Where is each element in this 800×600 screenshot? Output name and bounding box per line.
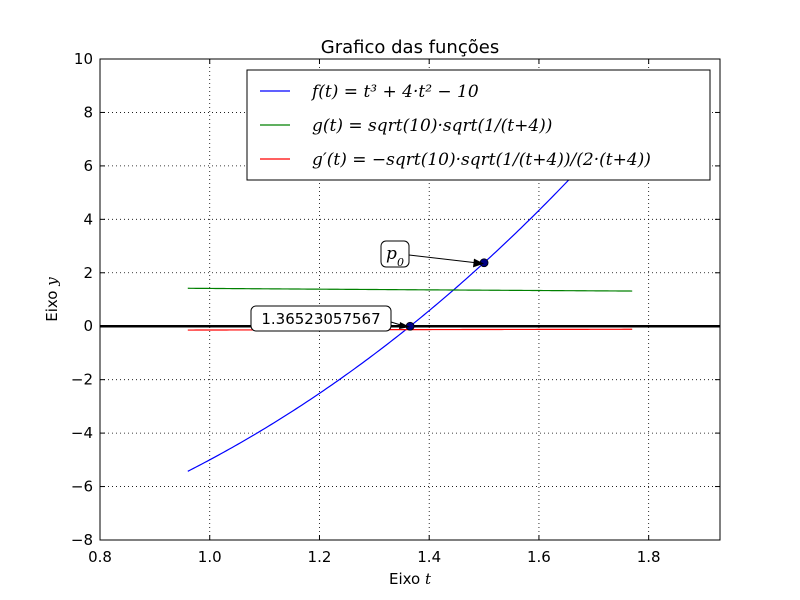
y-tick-label: 4 [83,210,93,228]
y-tick-label: 0 [83,317,93,335]
legend-label-g: g(t) = sqrt(10)·sqrt(1/(t+4)) [312,116,552,136]
chart-title: Grafico das funções [321,37,499,58]
y-tick-label: 2 [83,264,93,282]
x-tick-label: 1.6 [527,548,551,566]
series [100,109,720,472]
legend-box [246,69,711,181]
x-tick-label: 1.4 [417,548,441,566]
x-tick-labels: 0.8 1.0 1.2 1.4 1.6 1.8 [88,548,661,566]
annotation-root-box [250,305,392,332]
y-tick-label: −6 [71,478,93,496]
y-tick-label: −4 [71,424,93,442]
annotation-p0-arrowhead [473,258,484,268]
y-tick-label: 10 [74,50,93,68]
y-tick-label: −2 [71,371,93,389]
series-line-g [187,287,633,292]
y-tick-label: −8 [71,531,93,549]
annotation-p0-box [380,240,410,268]
legend: f(t) = t³ + 4·t² − 10 g(t) = sqrt(10)·sq… [246,69,711,181]
annotation-p0-arrow [408,254,479,264]
annotation-p0: p0 [380,240,484,269]
y-tick-labels: −8 −6 −4 −2 0 2 4 6 8 10 [71,50,93,549]
x-tick-label: 1.8 [637,548,661,566]
x-tick-label: 1.0 [198,548,222,566]
y-axis-label: Eixo y [43,277,61,322]
plot-frame [99,58,721,541]
legend-label-f: f(t) = t³ + 4·t² − 10 [310,82,479,102]
x-tick-label: 0.8 [88,548,112,566]
y-tick-label: 8 [83,103,93,121]
annotation-root: 1.36523057567 [250,305,410,332]
x-axis-label: Eixo t [389,570,432,588]
legend-label-gprime: g′(t) = −sqrt(10)·sqrt(1/(t+4))/(2·(t+4)… [312,150,651,170]
x-tick-label: 1.2 [308,548,332,566]
annotation-root-arrowhead [399,322,410,329]
annotation-root-label: 1.36523057567 [261,310,380,328]
y-tick-label: 6 [83,157,93,175]
